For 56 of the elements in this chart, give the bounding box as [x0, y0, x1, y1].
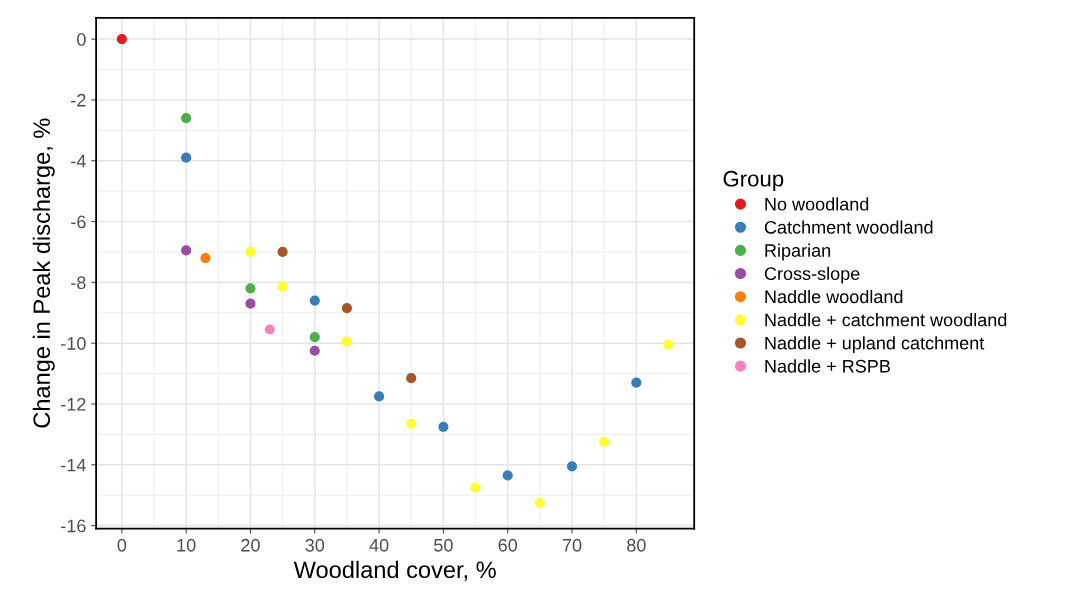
- point: [200, 252, 211, 264]
- point: [663, 339, 674, 350]
- point: [277, 281, 288, 293]
- point: [438, 421, 449, 432]
- legend-label: Naddle woodland: [765, 289, 903, 304]
- legend-title: Group: [723, 170, 784, 191]
- x-tick-label: 30: [305, 538, 325, 552]
- x-axis-title: Woodland cover, %: [293, 560, 496, 581]
- y-tick-label: -12: [61, 397, 86, 411]
- x-tick-label: 70: [562, 538, 582, 552]
- point: [264, 324, 275, 335]
- point: [245, 283, 256, 294]
- y-tick-label: -6: [71, 215, 86, 229]
- legend-label: Riparian: [765, 243, 831, 261]
- point: [309, 332, 320, 343]
- x-tick-label: 40: [369, 538, 389, 552]
- point: [502, 470, 513, 481]
- y-tick-label: -2: [71, 93, 86, 107]
- y-tick-label: 0: [77, 33, 86, 46]
- legend-label: Naddle + catchment woodland: [765, 313, 1007, 327]
- point: [245, 298, 256, 309]
- legend-label: Cross-slope: [764, 266, 860, 284]
- y-tick-label: -16: [61, 519, 86, 533]
- point: [341, 303, 353, 314]
- point: [631, 377, 642, 388]
- point: [309, 295, 320, 306]
- x-tick-label: 20: [241, 538, 260, 552]
- point: [341, 336, 353, 347]
- point: [599, 436, 610, 448]
- point: [181, 113, 192, 124]
- legend-label: Naddle + upland catchment: [765, 336, 985, 354]
- y-axis-title: Change in Peak discharge, %: [32, 118, 55, 428]
- legend-label: No woodland: [765, 197, 869, 211]
- legend-label: Catchment woodland: [764, 220, 933, 234]
- x-tick-label: 50: [434, 538, 453, 552]
- point: [373, 391, 385, 402]
- point: [566, 461, 578, 472]
- x-tick-label: 80: [627, 538, 646, 552]
- point: [181, 245, 192, 256]
- x-tick-label: 60: [498, 538, 518, 552]
- point: [116, 34, 127, 45]
- point: [181, 152, 192, 163]
- y-tick-label: -4: [71, 154, 86, 168]
- point: [406, 418, 417, 429]
- y-tick-label: -8: [71, 276, 86, 290]
- point: [534, 497, 545, 508]
- x-tick-label: 10: [177, 538, 196, 552]
- y-tick-label: -10: [61, 337, 86, 350]
- y-tick-label: -14: [61, 458, 86, 472]
- legend-label: Naddle + RSPB: [765, 359, 890, 373]
- x-tick-label: 0: [117, 538, 127, 552]
- point: [277, 246, 288, 258]
- point: [309, 345, 320, 356]
- point: [470, 482, 481, 493]
- point: [406, 373, 417, 384]
- point: [245, 246, 256, 258]
